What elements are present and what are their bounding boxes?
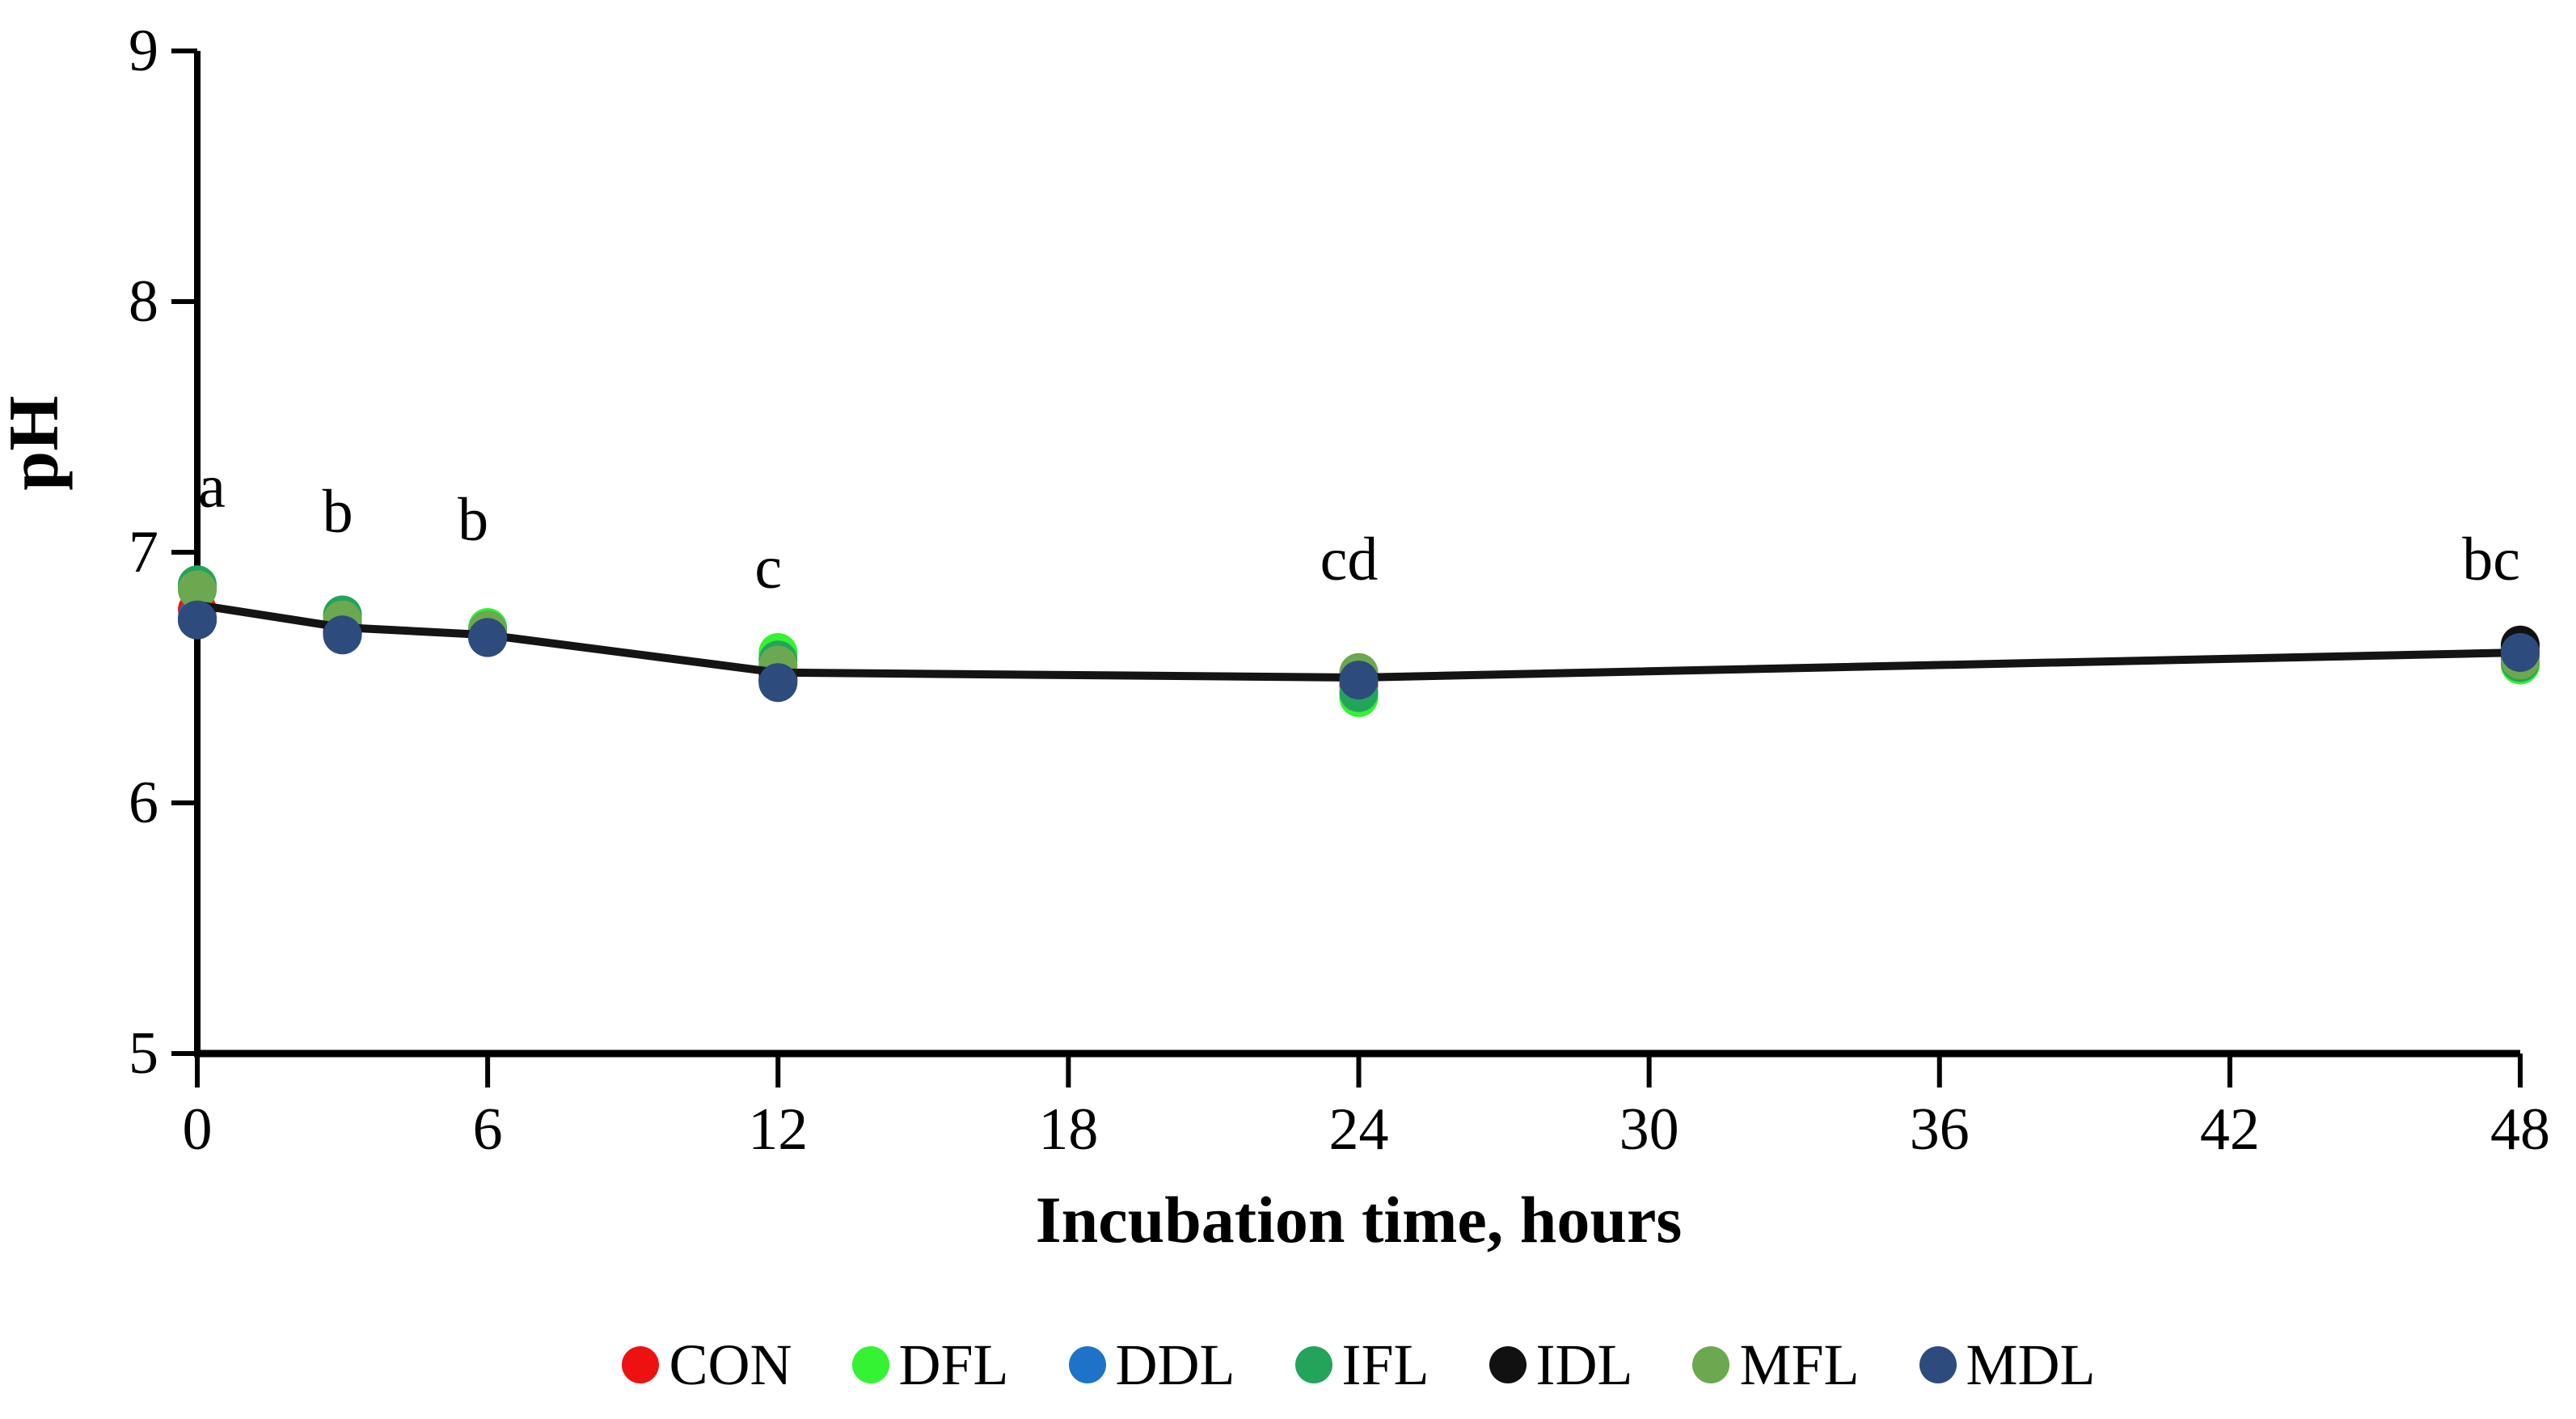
legend-item-CON: CON [622, 1332, 792, 1397]
legend-item-DDL: DDL [1068, 1332, 1235, 1397]
legend-marker-icon [1692, 1346, 1730, 1383]
x-tick-label: 0 [182, 1096, 213, 1163]
x-tick-label: 6 [472, 1096, 503, 1163]
legend-marker-icon [622, 1346, 660, 1383]
legend-label: IDL [1535, 1332, 1633, 1397]
series-line [196, 601, 2521, 682]
x-tick-label: 30 [1619, 1096, 1679, 1163]
y-tick-label: 9 [129, 18, 158, 84]
data-point-MFL [178, 570, 217, 610]
significance-letter: c [754, 533, 783, 602]
x-tick-label: 36 [1909, 1096, 1970, 1163]
legend-item-MFL: MFL [1692, 1332, 1860, 1397]
legend-label: CON [669, 1332, 792, 1397]
data-point-MDL [468, 618, 508, 657]
significance-letter: b [322, 478, 353, 547]
y-tick-label: 6 [129, 770, 158, 836]
significance-letter: a [198, 453, 226, 522]
legend-label: MFL [1739, 1332, 1860, 1397]
x-tick-label: 18 [1038, 1096, 1099, 1163]
legend-marker-icon [1068, 1346, 1106, 1383]
chart-legend: CON DFL DDL IFL IDL MFL MDL [197, 1332, 2520, 1397]
data-point-MDL [1339, 661, 1379, 700]
legend-marker-icon [1489, 1346, 1527, 1383]
legend-marker-icon [1294, 1346, 1332, 1383]
significance-letter: b [458, 485, 489, 554]
y-tick-label: 5 [129, 1020, 158, 1087]
legend-item-DFL: DFL [851, 1332, 1009, 1397]
data-point-MDL [323, 615, 362, 655]
data-point-MDL [178, 600, 217, 640]
significance-letter: cd [1320, 526, 1379, 594]
x-tick-label: 42 [2199, 1096, 2260, 1163]
x-tick-label: 12 [748, 1096, 809, 1163]
x-tick-label: 48 [2490, 1096, 2550, 1163]
x-tick-label: 24 [1328, 1096, 1389, 1163]
data-point-MDL [2501, 633, 2540, 672]
y-tick-label: 8 [129, 268, 158, 335]
legend-label: IFL [1341, 1332, 1429, 1397]
legend-marker-icon [851, 1346, 889, 1383]
significance-letter: bc [2462, 526, 2520, 594]
legend-item-IDL: IDL [1489, 1332, 1633, 1397]
legend-label: MDL [1966, 1332, 2096, 1397]
legend-item-MDL: MDL [1919, 1332, 2096, 1397]
legend-label: DFL [898, 1332, 1009, 1397]
data-point-MDL [758, 663, 798, 703]
legend-marker-icon [1919, 1346, 1957, 1383]
y-axis-title: pH [0, 395, 74, 491]
legend-item-IFL: IFL [1294, 1332, 1429, 1397]
legend-label: DDL [1115, 1332, 1235, 1397]
y-tick-label: 7 [129, 519, 158, 585]
x-axis-title: Incubation time, hours [1035, 1183, 1683, 1256]
